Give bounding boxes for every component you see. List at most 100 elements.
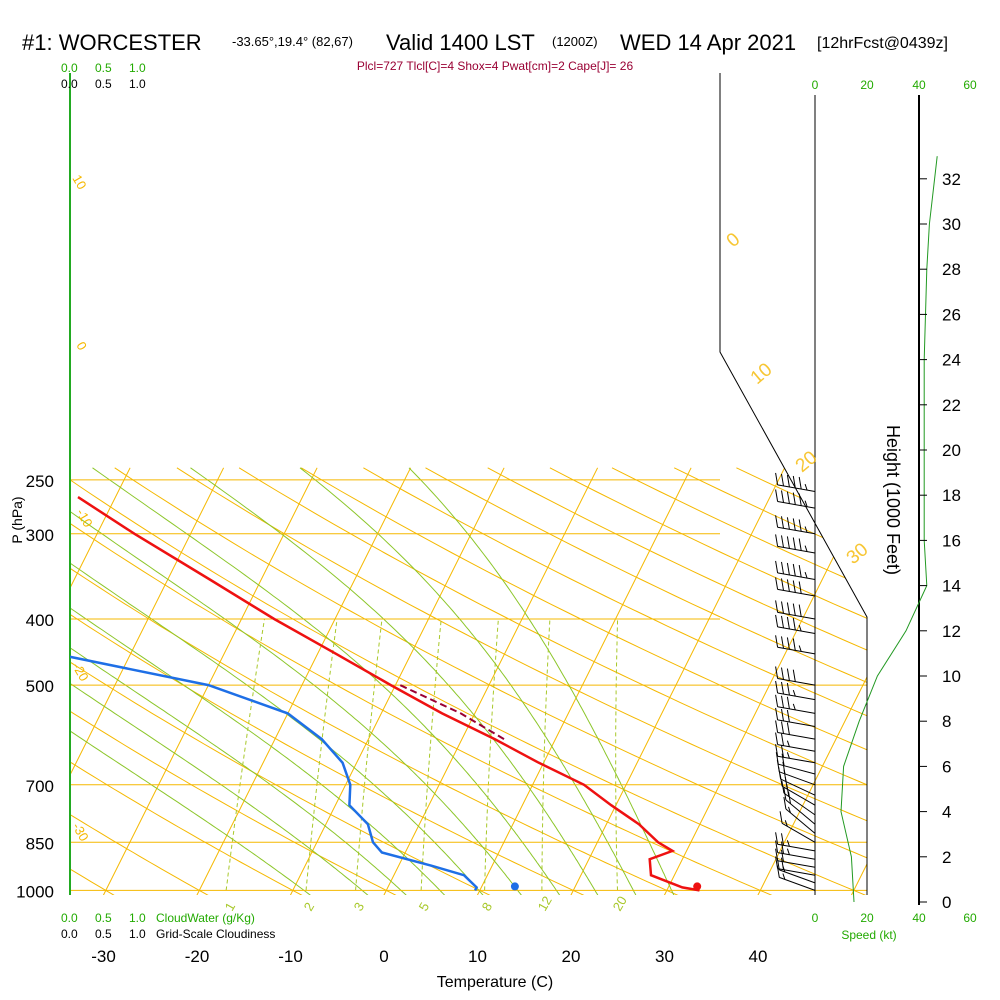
wind-barb-feather xyxy=(781,721,784,734)
height-tick-label: 32 xyxy=(942,170,961,189)
moist-adiabat-line xyxy=(70,467,324,895)
wind-barb-feather xyxy=(786,683,790,696)
wind-barb-feather xyxy=(775,472,779,485)
wind-barb-feather xyxy=(786,696,790,709)
dry-adiabat-line xyxy=(70,467,795,895)
wind-barb-staff xyxy=(777,692,816,701)
wind-barb-staff xyxy=(777,678,816,686)
wind-barb xyxy=(775,489,816,509)
dry-adiabat-line xyxy=(70,467,605,895)
wind-barb-feather xyxy=(775,732,779,745)
speed-tick-bottom-label: 60 xyxy=(963,911,977,925)
dry-adiabat-line xyxy=(363,467,867,895)
wind-barb xyxy=(775,534,816,554)
wind-barb-feather xyxy=(786,722,790,735)
axes: -30 -20 -10 0 10 20 30 402503004005007008501000… xyxy=(16,78,977,966)
title-coords: -33.65°,19.4° (82,67) xyxy=(232,34,353,49)
height-tick-label: 12 xyxy=(942,622,961,641)
wind-barb-feather xyxy=(792,580,796,593)
wind-barb-feather xyxy=(781,601,784,614)
wind-barb-feather xyxy=(792,703,796,711)
wind-barb-staff xyxy=(781,785,816,806)
height-tick-label: 16 xyxy=(942,531,961,550)
dry-adiabat-line xyxy=(70,467,321,895)
dry-adiabat-line xyxy=(176,467,867,895)
wind-barb-feather xyxy=(779,811,783,824)
dry-adiabat-label: 30 xyxy=(843,539,873,569)
moist-adiabat-line xyxy=(70,467,492,895)
wind-barb-staff xyxy=(777,732,816,740)
wind-barb-feather xyxy=(786,517,790,530)
isotherm-line xyxy=(472,467,692,895)
x-tick-label: -30 xyxy=(91,947,116,966)
wind-barb-feather xyxy=(784,820,788,827)
wind-barb-feather xyxy=(781,849,784,862)
wind-barb xyxy=(775,577,816,597)
speed-tick-top-label: 60 xyxy=(963,78,977,92)
cloud-scale-black-bottom-2: 1.0 xyxy=(129,927,146,941)
wind-barb-feather xyxy=(786,840,790,847)
mixing-ratio-label: 3 xyxy=(351,900,368,914)
sounding-params: Plcl=727 Tlcl[C]=4 Shox=4 Pwat[cm]=2 Cap… xyxy=(357,59,634,73)
wind-barb-staff xyxy=(781,822,816,843)
cloud-scale-green-bottom-1: 0.5 xyxy=(95,911,112,925)
isotherm-line xyxy=(846,467,867,895)
title-forecast: [12hrFcst@0439z] xyxy=(817,35,948,52)
wind-barb-feather xyxy=(775,848,779,861)
speed-tick-bottom-label: 20 xyxy=(860,911,874,925)
wind-barb-feather xyxy=(775,680,779,694)
isotherm-line xyxy=(98,467,318,895)
wind-barb-feather xyxy=(781,490,784,503)
wind-barb-staff xyxy=(777,706,816,714)
wind-barb-feather xyxy=(786,602,790,615)
wind-barb-feather xyxy=(792,617,796,631)
wind-barb-staff xyxy=(777,646,816,655)
wind-barb-feather xyxy=(788,791,791,804)
wind-barb-feather xyxy=(782,873,786,880)
wind-barb-feather xyxy=(804,545,808,552)
wind-barb-feather xyxy=(775,707,779,720)
height-tick-label: 14 xyxy=(942,577,961,596)
dry-adiabat-line xyxy=(70,467,700,895)
wind-barb-feather xyxy=(792,537,796,550)
wind-barb-feather xyxy=(775,752,779,765)
wind-barb-feather xyxy=(781,857,784,870)
wind-barb-feather xyxy=(775,744,779,757)
isotherm-line xyxy=(70,467,225,895)
wind-barb-feather xyxy=(792,638,796,651)
wind-barb xyxy=(775,744,816,764)
wind-barb-feather xyxy=(804,526,808,533)
height-tick-label: 4 xyxy=(942,803,951,822)
wind-barb-feather xyxy=(786,474,790,488)
wind-barb xyxy=(775,472,816,492)
parcel-profile-line xyxy=(399,684,505,740)
dry-adiabat-label: 20 xyxy=(792,447,822,477)
dewpoint-profile-line xyxy=(70,495,479,891)
isotherm-label: -10 xyxy=(73,506,95,530)
wind-barb-feather xyxy=(792,492,796,505)
wind-barb-feather xyxy=(792,689,796,697)
wind-barb-feather xyxy=(775,720,779,733)
isotherm-label: -30 xyxy=(69,820,91,844)
wind-barb-feather xyxy=(786,740,790,747)
dry-adiabat-label: 10 xyxy=(747,359,777,389)
wind-barb-feather xyxy=(792,518,796,531)
wind-barb-staff xyxy=(777,545,816,554)
isotherm-line xyxy=(70,467,131,895)
cloudiness-label: Grid-Scale Cloudiness xyxy=(156,927,275,941)
x-tick-label: 40 xyxy=(749,947,768,966)
wind-barb-staff xyxy=(779,876,816,891)
speed-tick-bottom-label: 0 xyxy=(812,911,819,925)
wind-barb xyxy=(775,752,816,775)
wind-barb xyxy=(775,666,816,686)
height-tick-label: 6 xyxy=(942,757,951,776)
p-tick-label: 1000 xyxy=(16,882,54,901)
wind-barb xyxy=(775,600,816,620)
wind-barb-feather xyxy=(775,856,779,869)
wind-barb xyxy=(775,694,816,714)
cloud-scale-green-1: 0.5 xyxy=(95,61,112,75)
moist-adiabat-line xyxy=(190,467,604,895)
wind-barb-staff xyxy=(777,868,816,876)
height-tick-label: 2 xyxy=(942,848,951,867)
wind-barb-feather xyxy=(775,489,779,502)
